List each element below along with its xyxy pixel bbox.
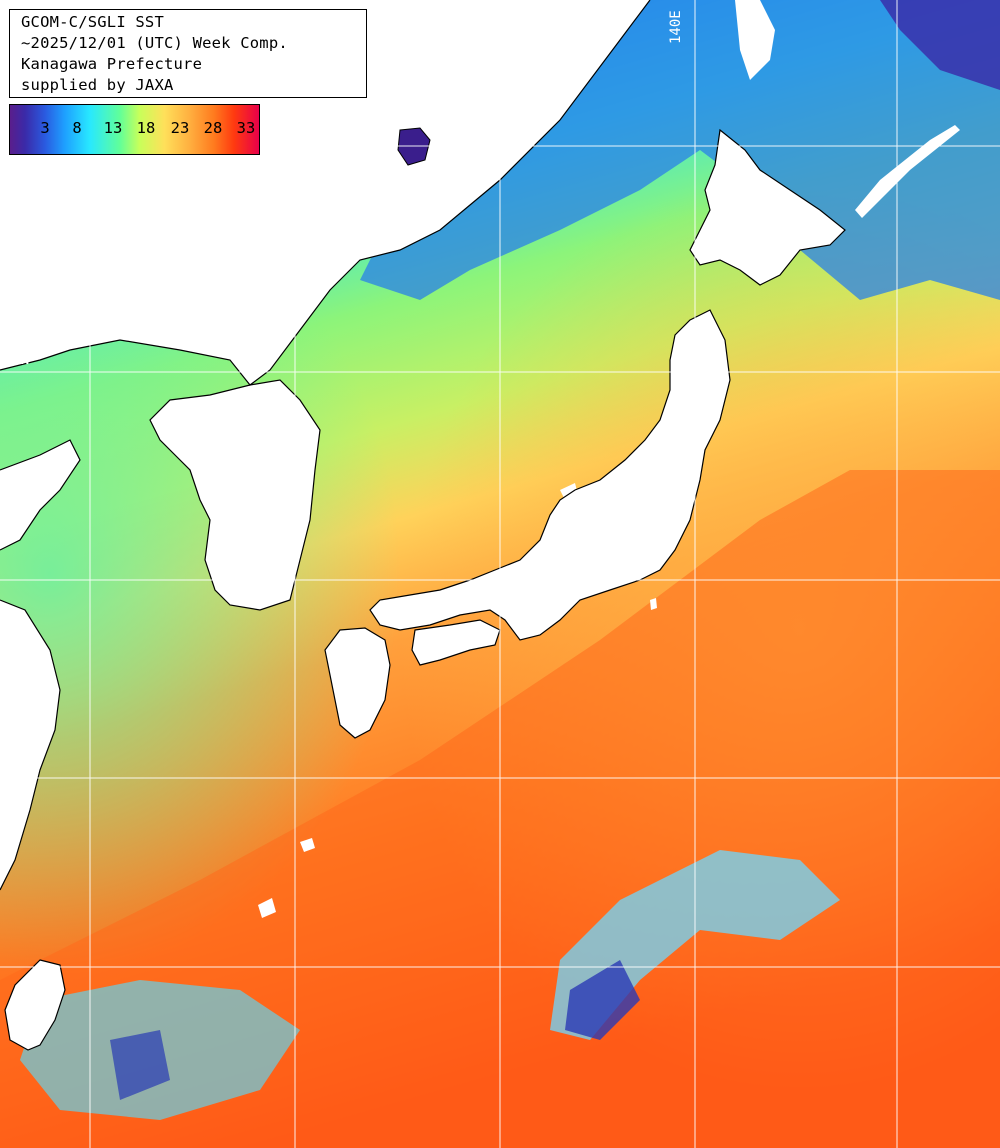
region-label: Kanagawa Prefecture [21, 55, 203, 73]
land-hokkaido [690, 130, 845, 285]
colorbar-tick: 3 [40, 119, 50, 137]
land-korea [150, 380, 320, 610]
okhotsk-cold-water [360, 0, 1000, 300]
land-china-east [0, 600, 60, 890]
cloud-patch-dark [565, 960, 640, 1040]
latitude-label: 40N [4, 352, 30, 368]
land-honshu [370, 310, 730, 640]
land-izu-islands [650, 598, 657, 610]
colorbar-tick: 8 [72, 119, 82, 137]
colorbar-tick: 33 [236, 119, 256, 137]
land-shikoku [412, 620, 500, 665]
land-sado [560, 483, 578, 500]
cloud-patch-dark-b [110, 1030, 170, 1100]
land-china-coast [0, 440, 80, 550]
land-ryukyu-a [300, 838, 315, 852]
product-title: GCOM-C/SGLI SST [21, 13, 164, 31]
credit-label: supplied by JAXA [21, 76, 174, 94]
colorbar-tick-labels: 3 8 13 18 23 28 33 [10, 119, 259, 141]
land-kyushu [325, 628, 390, 738]
coastlines [0, 0, 846, 1051]
temperature-colorbar: 3 8 13 18 23 28 33 [9, 104, 260, 155]
colorbar-tick: 13 [103, 119, 123, 137]
colorbar-tick: 23 [170, 119, 190, 137]
land-kuril-islands [855, 125, 960, 218]
okhotsk-deep-cold [880, 0, 1000, 90]
colorbar-tick: 18 [136, 119, 156, 137]
land-ryukyu-b [258, 898, 276, 918]
land-sakhalin [735, 0, 775, 80]
date-label: ~2025/12/01 (UTC) Week Comp. [21, 34, 288, 52]
longitude-label: 140E [668, 10, 684, 44]
colorbar-tick: 28 [203, 119, 223, 137]
map-info-box: GCOM-C/SGLI SST ~2025/12/01 (UTC) Week C… [9, 9, 367, 98]
